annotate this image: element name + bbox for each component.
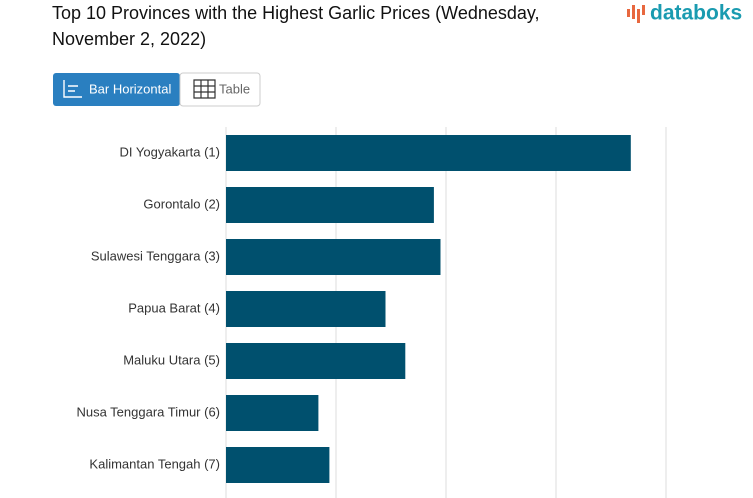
y-tick-label: Sulawesi Tenggara (3): [91, 248, 220, 263]
bar: [226, 447, 330, 483]
logo-icon: [627, 5, 645, 23]
bar: [226, 239, 441, 275]
chart-title: Top 10 Provinces with the Highest Garlic…: [52, 3, 540, 23]
y-tick-label: Gorontalo (2): [143, 196, 220, 211]
bar: [226, 135, 631, 171]
bar: [226, 187, 434, 223]
bar: [226, 343, 406, 379]
bar-icon: [63, 80, 82, 98]
logo-text: databoks: [650, 2, 742, 25]
y-tick-label: Papua Barat (4): [128, 300, 220, 315]
y-tick-label: Kalimantan Tengah (7): [89, 456, 220, 471]
y-tick-label: Maluku Utara (5): [123, 352, 220, 367]
tab-active[interactable]: [53, 73, 180, 106]
bar: [226, 291, 386, 327]
tab-label[interactable]: Table: [219, 81, 250, 96]
tab-label[interactable]: Bar Horizontal: [89, 81, 171, 96]
y-tick-label: DI Yogyakarta (1): [120, 144, 220, 159]
y-tick-label: Nusa Tenggara Timur (6): [76, 404, 220, 419]
chart-title: November 2, 2022): [52, 29, 206, 49]
table-icon: [193, 79, 216, 99]
bar: [226, 395, 319, 431]
